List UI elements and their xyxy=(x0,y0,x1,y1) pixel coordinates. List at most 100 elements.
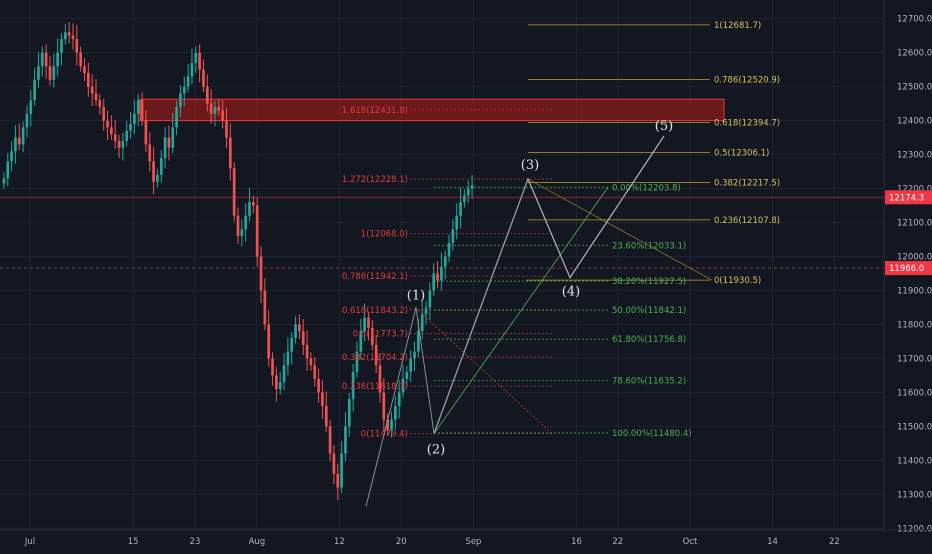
fib-gold-label: 0.236(12107.8) xyxy=(714,216,780,226)
candle-body xyxy=(347,399,351,427)
candle-body xyxy=(148,144,152,162)
fib-red-label: 1.618(12431.8) xyxy=(342,106,408,116)
fib-red-label: 0.786(11942.1) xyxy=(342,272,408,282)
candle-body xyxy=(470,185,474,189)
fib-gold-label: 0(11930.5) xyxy=(714,276,761,286)
candle-body xyxy=(6,161,10,179)
candle-body xyxy=(182,86,186,94)
y-axis: 12700.0 12600.0 12500.0 12400.0 12300.0 12200… xyxy=(883,0,932,534)
candles xyxy=(2,22,474,501)
x-tick-label: 16 xyxy=(571,537,582,547)
current-price-label: 12174.3 xyxy=(889,193,924,203)
wave-label: (1) xyxy=(407,288,425,303)
candle-body xyxy=(393,405,397,420)
candle-body xyxy=(294,324,297,339)
candle-body xyxy=(90,86,94,94)
candle-body xyxy=(163,137,167,158)
candle-body xyxy=(313,365,317,379)
wave-path-left xyxy=(365,307,435,507)
candle-body xyxy=(355,351,359,373)
x-tick-label: 23 xyxy=(190,537,201,547)
fib-gold-trend xyxy=(527,178,713,281)
fib-green-label: 61.80%(11756.8) xyxy=(612,335,686,345)
y-tick-label: 12700.0 xyxy=(897,15,932,25)
candle-body xyxy=(436,273,439,281)
candle-body xyxy=(298,324,301,332)
fib-green-label: 50.00%(11842.1) xyxy=(612,306,686,316)
fib-gold-label: 0.382(12217.5) xyxy=(714,179,780,189)
candle-body xyxy=(332,453,336,474)
candle-body xyxy=(401,378,405,393)
fib-gold-label: 0.786(12520.9) xyxy=(714,76,780,86)
fib-red-label: 0.382(11704.2) xyxy=(342,353,408,363)
candle-body xyxy=(359,331,363,352)
candle-body xyxy=(10,151,13,162)
candle-body xyxy=(248,202,251,216)
candle-body xyxy=(171,127,175,148)
candle-body xyxy=(56,52,59,67)
candle-body xyxy=(390,419,393,430)
candle-body xyxy=(125,130,129,141)
candle-body xyxy=(240,229,244,237)
candle-body xyxy=(152,161,155,182)
grid xyxy=(0,0,884,530)
candle-body xyxy=(52,66,56,80)
y-tick-label: 12300.0 xyxy=(897,151,932,161)
candle-body xyxy=(324,405,328,427)
candle-body xyxy=(420,314,424,332)
y-tick-label: 12600.0 xyxy=(897,49,932,59)
candle-body xyxy=(71,35,75,40)
candle-body xyxy=(317,378,320,393)
candle-body xyxy=(106,120,109,128)
candle-body xyxy=(397,392,401,406)
x-tick-label: 15 xyxy=(128,537,139,547)
y-tick-label: 11700.0 xyxy=(897,354,932,364)
candle-body xyxy=(447,242,451,257)
candle-body xyxy=(202,69,205,87)
y-tick-label: 11200.0 xyxy=(897,524,932,534)
candle-body xyxy=(144,120,148,145)
candle-body xyxy=(133,113,136,125)
y-tick-label: 12100.0 xyxy=(897,219,932,229)
candle-body xyxy=(225,120,228,138)
fib-green-label: 38.20%(11927.5) xyxy=(612,277,686,287)
candle-body xyxy=(40,52,44,67)
candle-body xyxy=(194,52,198,63)
candle-body xyxy=(367,317,370,328)
candle-body xyxy=(463,195,466,203)
candle-body xyxy=(29,100,33,114)
fib-red-label: 1.272(12228.1) xyxy=(342,175,408,185)
x-tick-label: Oct xyxy=(683,537,698,547)
candle-body xyxy=(63,32,67,40)
candle-body xyxy=(79,52,83,67)
x-axis: Jul 15 23 Aug 12 20 Sep 16 22 Oct 14 22 xyxy=(0,529,932,547)
fib-green-label: 78.60%(11635.2) xyxy=(612,376,686,386)
candle-body xyxy=(455,215,459,230)
fib-red-label: 0.5(11773.7) xyxy=(353,329,408,339)
ref-price-badge xyxy=(885,261,932,276)
candle-body xyxy=(213,107,217,114)
wave-channel xyxy=(433,178,529,434)
candle-body xyxy=(443,256,447,267)
candle-body xyxy=(386,419,390,430)
fib-gold: 1(12681.7) 0.786(12520.9) 0.618(12394.7) 0.… xyxy=(526,21,780,286)
fib-red: 1.618(12431.8) 1.272(12228.1) 1(12068.0) 0.… xyxy=(342,106,553,439)
candle-body xyxy=(236,215,240,237)
candle-body xyxy=(244,215,248,230)
current-price-badge xyxy=(885,190,932,205)
candle-body xyxy=(221,110,224,121)
candle-body xyxy=(424,307,428,315)
candle-body xyxy=(205,86,209,104)
fib-red-label: 1(12068.0) xyxy=(361,229,408,239)
fib-green-trend xyxy=(433,187,609,434)
candle-body xyxy=(98,100,102,108)
candle-body xyxy=(190,62,194,77)
candle-body xyxy=(121,140,125,148)
candle-body xyxy=(290,338,294,352)
fib-red-trend xyxy=(414,307,553,434)
fib-red-label: 0.236(11618.3) xyxy=(342,382,408,392)
candle-body xyxy=(370,327,374,345)
wave-label: (5) xyxy=(655,119,673,134)
candle-body xyxy=(2,178,6,184)
